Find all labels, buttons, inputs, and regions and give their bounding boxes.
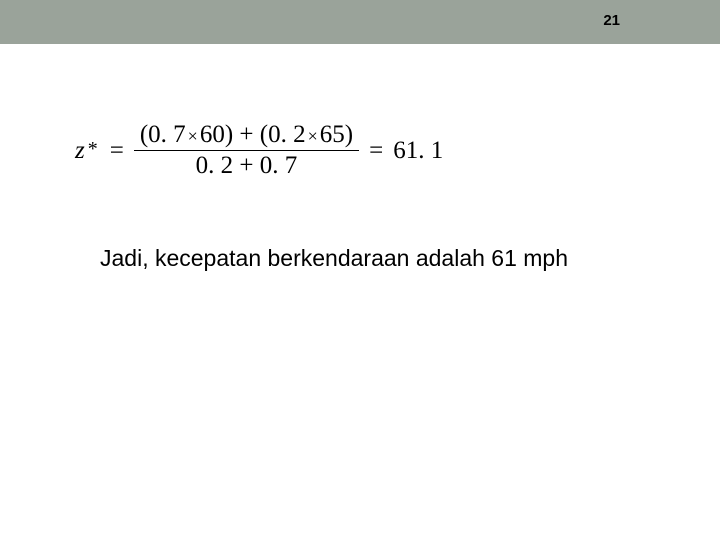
num-close1: ): [225, 121, 233, 148]
fraction-denominator: 0. 2 + 0. 7: [190, 151, 304, 181]
den-a: 0. 2: [196, 152, 234, 179]
num-a1: 0. 7: [148, 121, 186, 148]
body-text: Jadi, kecepatan berkendaraan adalah 61 m…: [100, 245, 568, 272]
equation-variable: z: [75, 137, 85, 165]
equation-result-equals: =: [369, 137, 383, 165]
num-plus: +: [239, 121, 253, 148]
fraction-numerator: (0. 7×60) + (0. 2×65): [134, 120, 359, 150]
num-op1: ×: [186, 126, 200, 146]
equation-superscript: *: [88, 138, 98, 161]
equation: z * = (0. 7×60) + (0. 2×65) 0. 2 + 0. 7 …: [75, 120, 443, 181]
num-open2: (: [260, 121, 268, 148]
num-a2: 0. 2: [268, 121, 306, 148]
den-b: 0. 7: [260, 152, 298, 179]
header-bar: 21: [0, 0, 720, 44]
equation-result-value: 61. 1: [393, 137, 443, 165]
equation-lhs: z *: [75, 137, 98, 165]
equation-equals: =: [110, 137, 124, 165]
equation-fraction: (0. 7×60) + (0. 2×65) 0. 2 + 0. 7: [134, 120, 359, 181]
page-number: 21: [603, 12, 620, 29]
num-b2: 65: [320, 121, 345, 148]
num-op2: ×: [306, 126, 320, 146]
num-b1: 60: [200, 121, 225, 148]
den-plus: +: [239, 152, 253, 179]
num-close2: ): [345, 121, 353, 148]
num-open1: (: [140, 121, 148, 148]
